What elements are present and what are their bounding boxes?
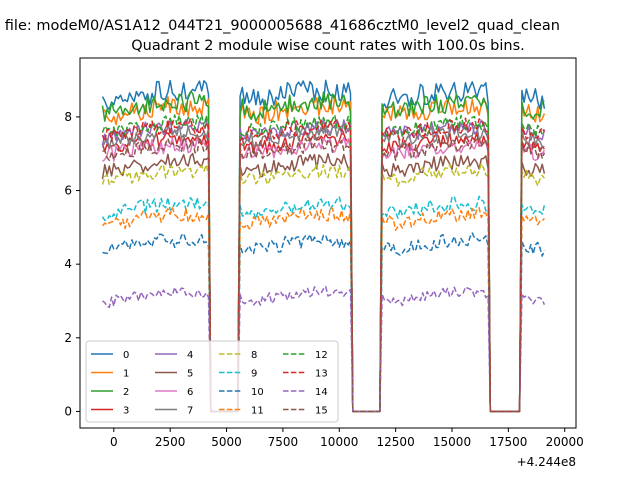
x-tick-label: 12500 bbox=[377, 435, 415, 449]
series-line-7 bbox=[101, 123, 545, 413]
x-tick-label: 5000 bbox=[211, 435, 242, 449]
legend-label-4: 4 bbox=[187, 350, 193, 361]
legend-label-13: 13 bbox=[315, 369, 328, 380]
series-line-10 bbox=[102, 232, 546, 413]
chart-suptitle: n file: modeM0/AS1A12_044T21_9000005688_… bbox=[0, 18, 560, 34]
x-tick-label: 2500 bbox=[155, 435, 186, 449]
series-line-15 bbox=[102, 135, 546, 413]
y-axis: 0 2 4 6 8 bbox=[64, 110, 80, 418]
legend-label-15: 15 bbox=[315, 406, 328, 417]
x-tick-label: 17500 bbox=[489, 435, 527, 449]
series-line-13 bbox=[101, 117, 546, 413]
x-tick-label: 7500 bbox=[268, 435, 299, 449]
x-tick-label: 20000 bbox=[546, 435, 584, 449]
legend-label-10: 10 bbox=[251, 387, 264, 398]
chart-title: Quadrant 2 module wise count rates with … bbox=[131, 38, 525, 54]
legend-label-5: 5 bbox=[187, 369, 193, 380]
series-layer bbox=[101, 79, 546, 413]
series-line-0 bbox=[101, 79, 546, 413]
legend-label-3: 3 bbox=[123, 406, 129, 417]
legend-label-6: 6 bbox=[187, 387, 193, 398]
x-offset-label: +4.244e8 bbox=[517, 455, 576, 469]
legend-label-7: 7 bbox=[187, 406, 193, 417]
legend-label-12: 12 bbox=[315, 350, 328, 361]
legend-label-0: 0 bbox=[123, 350, 129, 361]
series-line-6 bbox=[102, 136, 546, 413]
series-line-11 bbox=[101, 206, 545, 413]
legend-label-9: 9 bbox=[251, 369, 257, 380]
series-line-12 bbox=[101, 114, 545, 413]
legend-label-2: 2 bbox=[123, 387, 129, 398]
series-line-2 bbox=[101, 91, 545, 413]
legend-label-14: 14 bbox=[315, 387, 328, 398]
x-tick-label: 0 bbox=[110, 435, 118, 449]
legend-frame bbox=[85, 340, 339, 423]
x-tick-label: 10000 bbox=[320, 435, 358, 449]
series-line-8 bbox=[101, 162, 545, 413]
y-tick-label: 6 bbox=[64, 184, 72, 198]
legend-label-1: 1 bbox=[123, 369, 129, 380]
series-line-5 bbox=[101, 152, 546, 413]
y-tick-label: 0 bbox=[64, 404, 72, 418]
y-tick-label: 4 bbox=[64, 257, 72, 271]
legend-label-11: 11 bbox=[251, 406, 264, 417]
x-axis: 0 2500 5000 7500 10000 12500 15000 17500 20000 bbox=[110, 428, 584, 449]
legend-label-8: 8 bbox=[251, 350, 257, 361]
series-line-14 bbox=[102, 285, 546, 413]
x-tick-label: 15000 bbox=[433, 435, 471, 449]
y-tick-label: 2 bbox=[64, 331, 72, 345]
y-tick-label: 8 bbox=[64, 110, 72, 124]
axes-frame bbox=[79, 57, 577, 429]
series-line-9 bbox=[101, 195, 546, 413]
plot-area bbox=[79, 57, 577, 429]
